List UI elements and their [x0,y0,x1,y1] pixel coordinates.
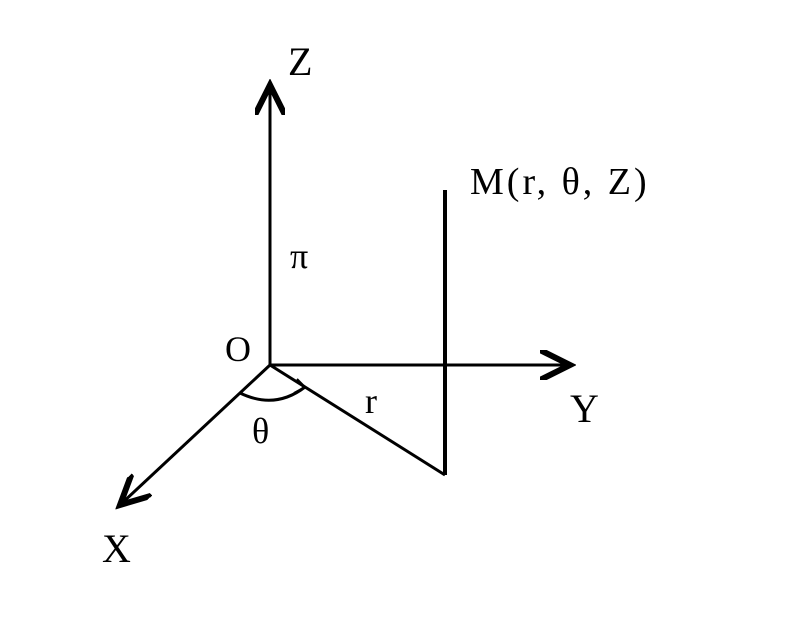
radial-label: r [365,380,377,422]
angle-arc [240,387,305,400]
point-m-label: M(r, θ, Z) [470,160,650,204]
pi-label: π [290,235,308,277]
x-axis [120,365,270,505]
y-axis-label: Y [570,385,599,432]
x-axis-label: X [102,525,131,572]
z-axis-label: Z [288,38,312,85]
origin-label: O [225,328,251,370]
angle-label: θ [252,410,269,452]
radial-line [270,365,445,475]
